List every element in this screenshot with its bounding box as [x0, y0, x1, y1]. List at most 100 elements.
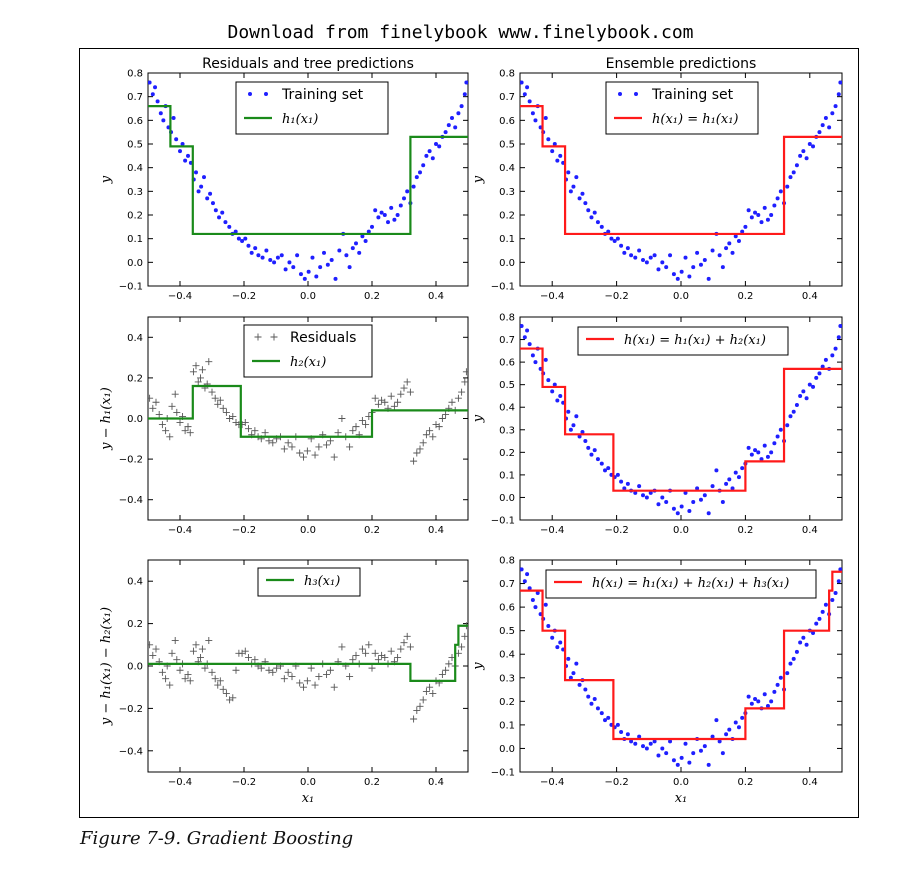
residual-point: [222, 408, 230, 416]
residual-point: [300, 683, 308, 691]
training-point: [833, 590, 838, 595]
x-tick-label: 0.4: [428, 291, 444, 302]
legend-label: h(x₁) = h₁(x₁) + h₂(x₁) + h₃(x₁): [592, 576, 789, 591]
y-tick-label: −0.2: [119, 455, 143, 466]
training-point: [373, 208, 378, 213]
residual-point: [368, 664, 376, 672]
residual-point: [448, 398, 456, 406]
training-point: [702, 744, 707, 749]
residual-point: [315, 673, 323, 681]
training-point: [833, 346, 838, 351]
training-point: [450, 115, 454, 120]
x-tick-label: 0.4: [428, 777, 444, 788]
y-tick-label: 0.1: [127, 234, 143, 245]
residual-point: [419, 696, 427, 704]
residual-point: [265, 666, 273, 674]
training-point: [838, 324, 842, 329]
residual-point: [362, 421, 370, 429]
training-point: [765, 217, 770, 222]
residual-point: [338, 643, 346, 651]
training-point: [769, 450, 774, 455]
residual-point: [196, 654, 204, 662]
training-point: [589, 452, 594, 457]
x-tick-label: −0.4: [168, 525, 192, 536]
y-tick-label: 0.4: [499, 403, 515, 414]
training-point: [823, 115, 828, 120]
training-point: [833, 104, 838, 109]
training-point: [552, 142, 557, 146]
residual-point: [173, 408, 181, 416]
y-tick-label: 0.2: [499, 448, 515, 459]
data-layer: [148, 358, 468, 465]
training-point: [566, 409, 571, 414]
training-point: [664, 499, 669, 504]
training-point: [344, 253, 349, 258]
residual-point: [429, 690, 437, 698]
training-point: [625, 246, 630, 251]
training-point: [804, 642, 809, 647]
training-point: [762, 205, 767, 210]
training-point: [418, 170, 422, 175]
residual-point: [352, 423, 360, 431]
y-axis-label: y − h₁(x₁): [99, 387, 114, 451]
training-point: [811, 144, 816, 149]
training-point: [592, 448, 597, 453]
y-tick-label: 0.3: [499, 187, 515, 198]
residual-point: [323, 670, 331, 678]
training-point: [836, 92, 841, 97]
x-tick-label: 0.0: [673, 777, 689, 788]
residual-point: [155, 410, 163, 418]
residual-point: [438, 415, 446, 422]
training-point: [446, 123, 451, 128]
y-tick-label: 0.7: [127, 92, 143, 103]
y-tick-label: 0.2: [127, 373, 143, 384]
training-point: [775, 682, 780, 687]
training-point: [798, 393, 803, 398]
training-point: [213, 208, 218, 213]
training-point: [836, 335, 841, 340]
training-point: [208, 191, 213, 196]
training-point: [260, 255, 265, 260]
training-point: [817, 130, 822, 135]
training-point: [648, 490, 653, 495]
residual-point: [288, 443, 296, 451]
y-tick-label: 0.6: [127, 116, 143, 127]
residual-point: [410, 457, 418, 465]
residual-point: [422, 687, 430, 695]
prediction-step-line: [520, 570, 842, 741]
y-axis-label: y: [471, 662, 486, 671]
residual-point: [323, 441, 331, 449]
residual-point: [184, 670, 192, 678]
training-point: [740, 229, 745, 234]
residual-point: [381, 398, 389, 406]
training-point: [199, 184, 204, 189]
training-point: [720, 265, 725, 270]
training-point: [664, 265, 669, 270]
training-point: [370, 224, 374, 229]
training-point: [568, 189, 573, 194]
y-tick-label: 0.2: [127, 619, 143, 630]
prediction-step-line: [148, 384, 468, 438]
training-point: [736, 239, 741, 244]
residual-point: [244, 425, 252, 433]
training-point: [592, 696, 597, 701]
y-tick-label: 0.0: [127, 258, 143, 269]
training-point: [525, 85, 530, 90]
residual-point: [216, 677, 224, 685]
x-tick-label: −0.4: [540, 291, 564, 302]
residual-point: [173, 656, 181, 664]
residual-point: [462, 368, 468, 376]
residual-point: [458, 388, 466, 396]
training-point: [785, 671, 790, 676]
residual-point: [400, 639, 408, 647]
training-point: [386, 220, 390, 225]
y-tick-label: 0.0: [127, 414, 143, 425]
legend-box: [243, 324, 373, 378]
residual-point: [280, 445, 288, 453]
training-point: [687, 508, 692, 513]
y-tick-label: 0.5: [499, 140, 515, 151]
training-point: [347, 265, 352, 270]
training-point: [568, 675, 573, 680]
training-point: [223, 220, 228, 225]
training-point: [740, 715, 745, 720]
